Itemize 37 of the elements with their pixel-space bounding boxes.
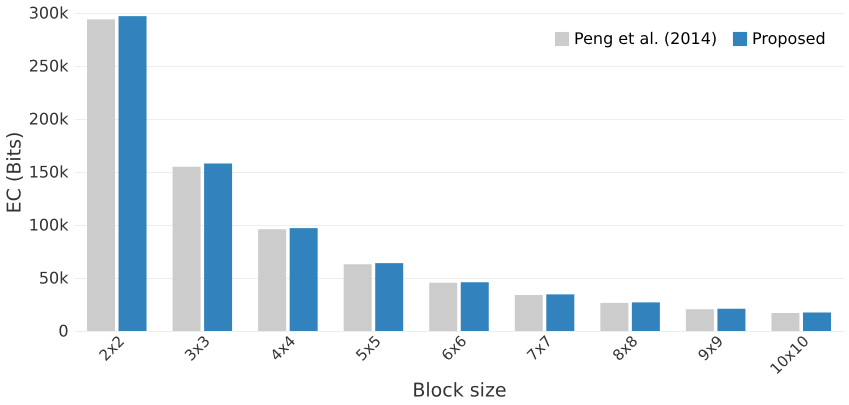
bar [258, 229, 286, 331]
y-tick-label: 50k [38, 268, 70, 288]
bar [802, 312, 831, 331]
bar [429, 282, 458, 331]
bar [118, 16, 147, 331]
y-tick-label: 100k [28, 216, 70, 234]
x-tick-label: 9x9 [694, 332, 727, 365]
x-tick-label: 3x3 [181, 332, 214, 365]
bar [717, 308, 746, 331]
bar [632, 302, 660, 331]
legend-label: Proposed [752, 29, 826, 48]
bar [514, 294, 543, 331]
bar [546, 294, 574, 331]
bar [600, 302, 628, 331]
x-tick-label: 2x2 [96, 332, 128, 365]
y-tick-label: 250k [28, 56, 70, 76]
y-tick-label: 150k [28, 162, 70, 182]
x-axis-title: Block size [412, 379, 507, 402]
bar [375, 263, 404, 331]
x-tick-label: 8x8 [608, 332, 642, 365]
y-axis-title: EC (Bits) [4, 132, 26, 214]
y-tick-label: 0 [58, 322, 68, 340]
x-tick-label: 6x6 [438, 332, 470, 365]
bar [290, 228, 318, 331]
x-tick-label: 5x5 [352, 332, 385, 365]
bar [204, 164, 232, 331]
x-tick-label: 4x4 [266, 332, 300, 365]
legend-label: Peng et al. (2014) [574, 29, 718, 48]
bar [686, 309, 714, 331]
bar [771, 312, 800, 331]
x-tick-label: 7x7 [523, 332, 556, 365]
bar [344, 264, 372, 331]
bar [172, 166, 201, 331]
y-tick-label: 200k [28, 110, 70, 128]
bar [87, 19, 116, 331]
bar [460, 282, 489, 331]
y-tick-label: 300k [28, 4, 70, 22]
